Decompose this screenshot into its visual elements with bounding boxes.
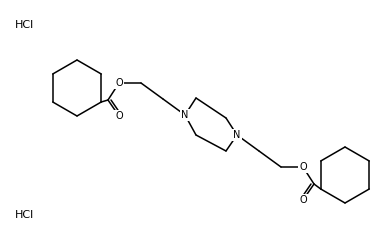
- Text: N: N: [233, 130, 241, 140]
- Text: O: O: [299, 162, 307, 172]
- Text: O: O: [299, 195, 307, 205]
- Text: N: N: [182, 110, 189, 120]
- Text: HCl: HCl: [15, 210, 34, 220]
- Text: O: O: [115, 111, 123, 121]
- Text: O: O: [115, 78, 123, 88]
- Text: HCl: HCl: [15, 20, 34, 30]
